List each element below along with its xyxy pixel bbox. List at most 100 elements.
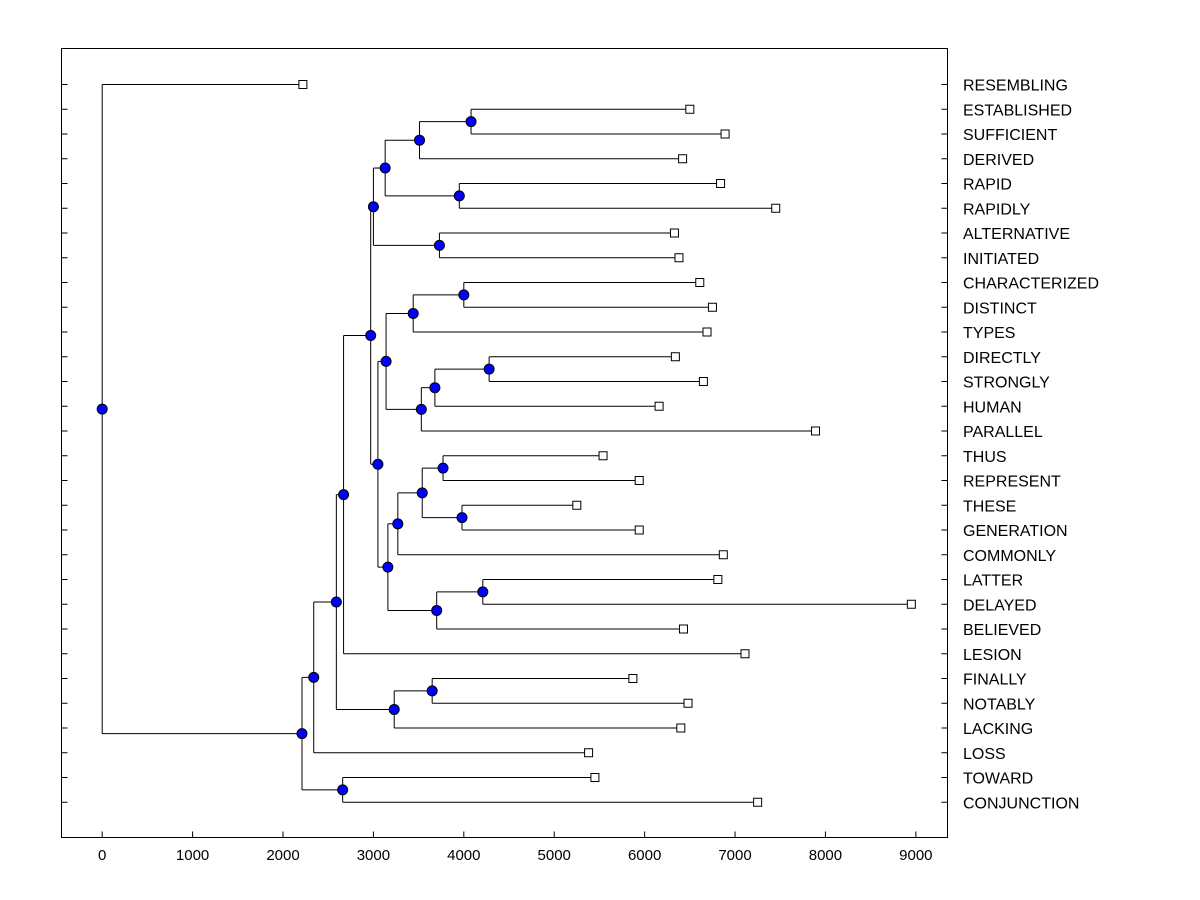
leaf-marker <box>707 302 717 312</box>
merge-node <box>415 403 427 415</box>
leaf-label: HUMAN <box>963 399 1022 416</box>
leaf-label: LACKING <box>963 721 1033 738</box>
x-tick-label: 9000 <box>899 847 932 864</box>
merge-node <box>426 685 438 697</box>
leaf-labels: RESEMBLING ESTABLISHED SUFFICIENT DERIVED RA… <box>963 78 1099 813</box>
leaf-label: DIRECTLY <box>963 350 1041 367</box>
leaf-label: INITIATED <box>963 251 1039 268</box>
leaf-marker <box>716 179 726 188</box>
leaf-marker <box>771 203 781 213</box>
merge-node <box>453 190 465 202</box>
x-axis: 0 1000 2000 3000 4000 5000 6000 7000 8000 9000 <box>98 831 933 864</box>
leaf-label: RAPID <box>963 177 1012 194</box>
leaf-marker <box>720 129 730 139</box>
merge-node <box>338 489 350 501</box>
leaf-marker <box>718 550 728 560</box>
leaf-marker <box>753 797 763 807</box>
leaf-marker <box>590 773 600 782</box>
merge-node <box>388 703 400 715</box>
leaf-label: RESEMBLING <box>963 78 1068 95</box>
merge-node <box>477 586 489 598</box>
merge-node <box>392 518 404 530</box>
leaf-label: PARALLEL <box>963 424 1043 441</box>
merge-node <box>330 596 342 608</box>
leaf-label: DERIVED <box>963 152 1034 169</box>
leaf-label: THESE <box>963 498 1016 515</box>
merge-node <box>429 382 441 394</box>
leaf-marker <box>695 278 705 287</box>
leaf-marker <box>683 698 693 708</box>
merge-node <box>437 462 449 474</box>
merge-node <box>407 307 419 319</box>
merge-node <box>296 728 308 740</box>
leaf-marker <box>685 104 695 114</box>
leaf-label: LATTER <box>963 573 1023 590</box>
dendrogram-branches <box>101 84 912 803</box>
merge-node <box>365 329 377 341</box>
merge-node <box>416 487 428 499</box>
leaf-label: DELAYED <box>963 597 1037 614</box>
leaf-marker <box>654 401 664 411</box>
x-tick-label: 0 <box>98 847 106 864</box>
merge-node <box>380 355 392 367</box>
merge-node-markers <box>96 116 495 796</box>
merge-node <box>379 162 391 174</box>
leaf-markers <box>298 80 916 807</box>
leaf-marker <box>670 352 680 362</box>
merge-node <box>483 363 495 375</box>
leaf-label: TOWARD <box>963 771 1033 788</box>
leaf-label: CONJUNCTION <box>963 795 1079 812</box>
x-tick-label: 6000 <box>628 847 661 864</box>
leaf-marker <box>678 154 688 164</box>
merge-node <box>414 134 426 146</box>
leaf-label: DISTINCT <box>963 300 1037 317</box>
leaf-label: GENERATION <box>963 523 1068 540</box>
leaf-marker <box>628 674 638 683</box>
merge-node <box>431 604 443 616</box>
merge-node <box>433 239 445 251</box>
merge-node <box>458 289 470 301</box>
leaf-label: LOSS <box>963 746 1006 763</box>
leaf-label: REPRESENT <box>963 474 1061 491</box>
merge-node <box>367 201 379 213</box>
x-tick-label: 3000 <box>357 847 390 864</box>
leaf-marker <box>572 500 582 510</box>
x-tick-label: 7000 <box>718 847 751 864</box>
leaf-marker <box>584 748 594 758</box>
leaf-marker <box>676 723 686 733</box>
leaf-label: TYPES <box>963 325 1015 342</box>
leaf-marker <box>598 451 608 461</box>
merge-node <box>337 784 349 796</box>
leaf-marker <box>634 525 644 535</box>
leaf-marker <box>674 253 684 263</box>
x-tick-label: 8000 <box>809 847 842 864</box>
leaf-label: NOTABLY <box>963 696 1036 713</box>
merge-node <box>382 561 394 573</box>
leaf-marker <box>298 80 308 89</box>
leaf-marker <box>702 327 712 337</box>
leaf-label: ALTERNATIVE <box>963 226 1070 243</box>
merge-node <box>372 458 384 470</box>
merge-node <box>96 403 108 415</box>
leaf-label: LESION <box>963 647 1022 664</box>
leaf-label: CHARACTERIZED <box>963 276 1099 293</box>
leaf-label: ESTABLISHED <box>963 102 1072 119</box>
leaf-label: RAPIDLY <box>963 201 1031 218</box>
plot-frame <box>61 48 948 838</box>
leaf-label: THUS <box>963 449 1007 466</box>
leaf-marker <box>669 228 679 238</box>
merge-node <box>308 671 320 683</box>
leaf-label: FINALLY <box>963 672 1027 689</box>
leaf-marker <box>811 426 821 436</box>
leaf-label: STRONGLY <box>963 375 1050 392</box>
leaf-label: COMMONLY <box>963 548 1056 565</box>
x-tick-label: 4000 <box>447 847 480 864</box>
leaf-marker <box>698 377 708 386</box>
x-tick-label: 5000 <box>538 847 571 864</box>
leaf-label: BELIEVED <box>963 622 1041 639</box>
x-tick-label: 2000 <box>266 847 299 864</box>
leaf-marker <box>906 599 916 609</box>
leaf-marker <box>713 575 723 584</box>
leaf-label: SUFFICIENT <box>963 127 1057 144</box>
